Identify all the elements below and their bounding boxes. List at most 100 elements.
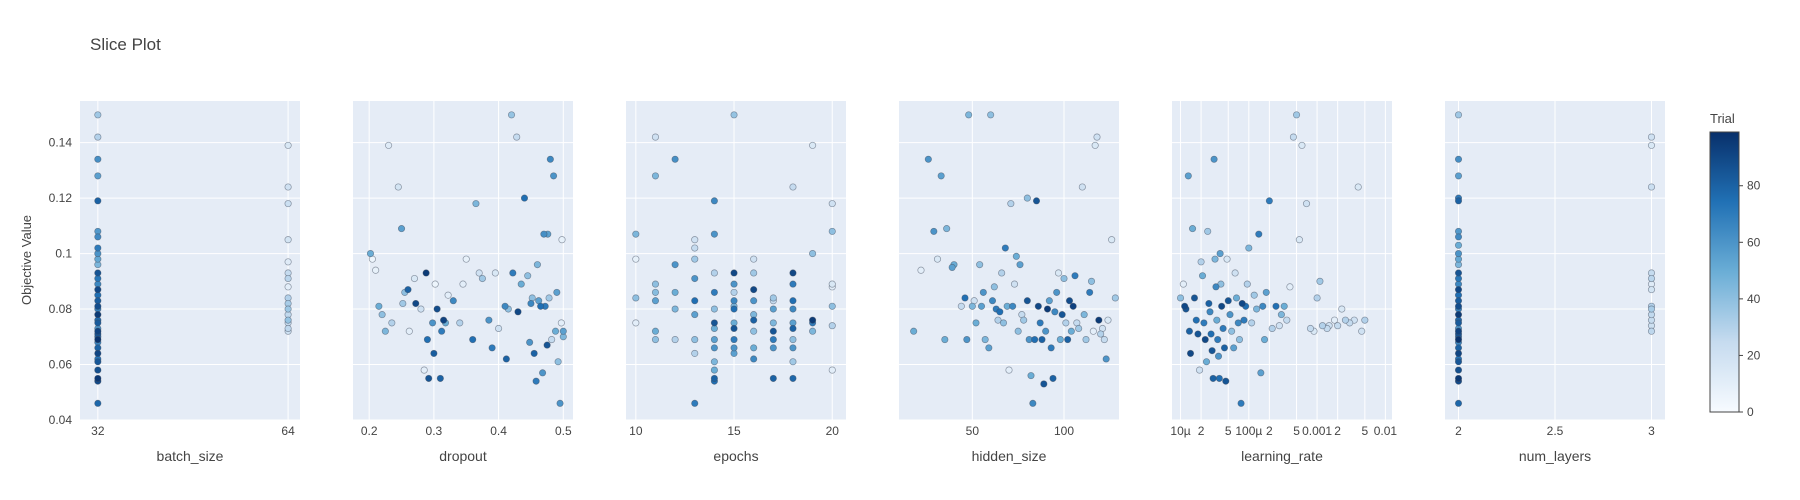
data-point bbox=[94, 111, 102, 119]
data-point bbox=[968, 302, 976, 310]
data-point bbox=[1080, 311, 1088, 319]
y-axis-label: Objective Value bbox=[19, 215, 34, 305]
x-tick-label: 2 bbox=[1455, 424, 1462, 438]
colorbar-gradient bbox=[1709, 131, 1740, 413]
data-point bbox=[1223, 255, 1231, 263]
data-point bbox=[789, 344, 797, 352]
data-point bbox=[1265, 197, 1273, 205]
data-point bbox=[1179, 280, 1187, 288]
data-point bbox=[710, 319, 718, 327]
data-point bbox=[1228, 327, 1236, 335]
data-point bbox=[750, 355, 758, 363]
data-point bbox=[1313, 294, 1321, 302]
data-point bbox=[789, 358, 797, 366]
data-point bbox=[1280, 302, 1288, 310]
data-point bbox=[789, 280, 797, 288]
data-point bbox=[449, 297, 457, 305]
data-point bbox=[1454, 233, 1463, 241]
data-point bbox=[988, 297, 997, 305]
data-point bbox=[710, 358, 718, 366]
data-point bbox=[501, 302, 509, 310]
data-point bbox=[996, 308, 1004, 316]
data-point bbox=[1647, 274, 1656, 283]
data-point bbox=[1647, 183, 1656, 191]
colorbar-tick-label: 80 bbox=[1747, 179, 1761, 193]
data-point bbox=[671, 261, 679, 269]
data-point bbox=[530, 349, 538, 357]
data-point bbox=[1010, 280, 1019, 288]
x-axis-label: learning_rate bbox=[1241, 448, 1323, 464]
data-point bbox=[1286, 283, 1294, 291]
data-point bbox=[456, 319, 464, 327]
y-tick-label: 0.1 bbox=[55, 247, 72, 261]
data-point bbox=[557, 319, 565, 327]
data-point bbox=[789, 183, 797, 191]
data-point bbox=[828, 322, 836, 330]
x-tick-label: 64 bbox=[281, 424, 295, 438]
data-point bbox=[1190, 294, 1199, 302]
data-point bbox=[769, 327, 777, 335]
data-point bbox=[375, 302, 383, 310]
data-point bbox=[1204, 227, 1212, 235]
data-point bbox=[1454, 269, 1463, 277]
data-point bbox=[1196, 366, 1204, 374]
data-point bbox=[431, 280, 439, 288]
data-point bbox=[1020, 316, 1028, 324]
data-point bbox=[1014, 327, 1022, 335]
data-point bbox=[1209, 374, 1217, 382]
data-point bbox=[366, 250, 375, 258]
data-point bbox=[1012, 252, 1020, 260]
data-point bbox=[809, 327, 817, 335]
data-point bbox=[730, 111, 738, 119]
data-point bbox=[990, 283, 998, 291]
data-point bbox=[1334, 322, 1342, 330]
x-tick-label: 2 bbox=[1198, 424, 1205, 438]
data-point bbox=[691, 336, 699, 344]
data-point bbox=[691, 255, 699, 263]
colorbar-tick-label: 60 bbox=[1747, 235, 1761, 249]
data-point bbox=[94, 336, 102, 344]
y-tick-label: 0.08 bbox=[49, 302, 73, 316]
data-point bbox=[710, 374, 718, 382]
x-axis-label: hidden_size bbox=[972, 448, 1047, 464]
data-point bbox=[1454, 319, 1463, 327]
data-point bbox=[1454, 286, 1463, 294]
data-point bbox=[1218, 302, 1226, 310]
data-point bbox=[284, 258, 292, 266]
data-point bbox=[495, 324, 503, 333]
data-point bbox=[472, 200, 480, 208]
data-point bbox=[957, 302, 965, 310]
data-point bbox=[1454, 374, 1463, 382]
data-point bbox=[546, 155, 554, 163]
data-point bbox=[1067, 327, 1075, 335]
data-point bbox=[1213, 316, 1221, 324]
data-point bbox=[1205, 299, 1213, 308]
data-point bbox=[1053, 288, 1061, 296]
data-point bbox=[1454, 250, 1463, 258]
x-tick-label: 0.5 bbox=[555, 424, 572, 438]
data-point bbox=[1212, 283, 1220, 291]
data-point bbox=[691, 236, 699, 244]
data-point bbox=[1245, 244, 1253, 252]
data-point bbox=[94, 155, 102, 163]
data-point bbox=[981, 336, 989, 344]
data-point bbox=[425, 374, 433, 382]
data-point bbox=[976, 261, 984, 269]
data-point bbox=[517, 280, 525, 288]
data-point bbox=[440, 316, 448, 324]
data-point bbox=[94, 133, 102, 141]
panel-num-layers: 2 2.5 3 num_layers bbox=[1445, 101, 1665, 464]
data-point bbox=[1338, 305, 1346, 313]
data-point bbox=[1454, 241, 1463, 249]
data-point bbox=[1194, 330, 1202, 338]
data-point bbox=[941, 336, 949, 344]
data-point bbox=[543, 341, 551, 349]
data-point bbox=[937, 172, 945, 180]
data-point bbox=[1235, 336, 1244, 344]
data-point bbox=[1087, 277, 1096, 285]
data-point bbox=[1111, 294, 1119, 302]
data-point bbox=[651, 327, 660, 335]
data-point bbox=[533, 261, 541, 269]
data-point bbox=[420, 366, 428, 374]
